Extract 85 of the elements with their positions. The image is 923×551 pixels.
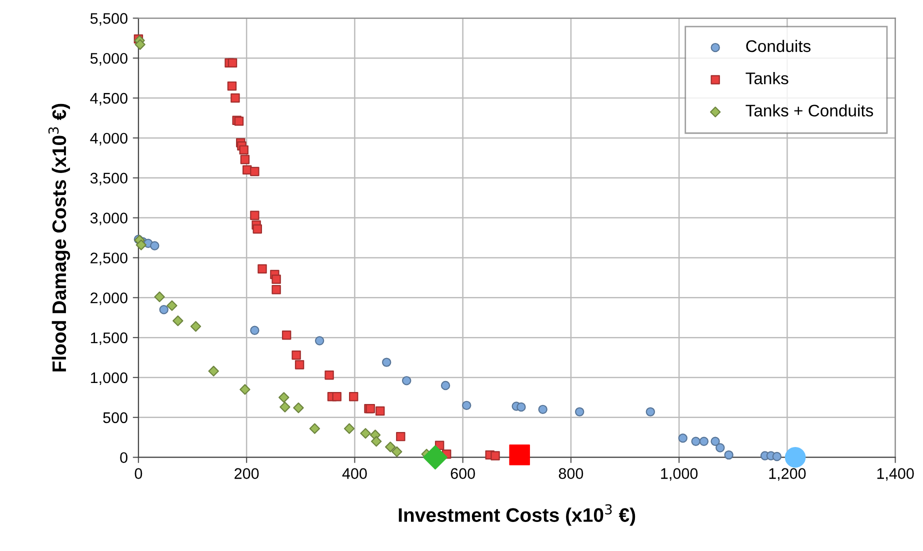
point [250, 326, 260, 335]
point [691, 436, 700, 446]
point [509, 444, 530, 466]
point [538, 404, 548, 414]
y-tick-label: 5,500 [90, 13, 128, 26]
y-tick-label: 1,500 [90, 332, 128, 346]
point [240, 384, 250, 395]
point [490, 451, 500, 460]
point [258, 264, 267, 274]
point [423, 445, 448, 470]
legend-label: Conduits [746, 40, 811, 52]
point [250, 210, 260, 220]
y-axis-title: Flood Damage Costs (x10$^{3}$ €) [48, 104, 70, 372]
point [154, 291, 165, 302]
x-tick-label: 600 [450, 468, 475, 479]
y-tick-label: 1,000 [90, 372, 128, 385]
x-axis-title: Investment Costs (x10$^{3}$ €) [398, 504, 636, 526]
point [166, 300, 178, 311]
point [208, 366, 219, 376]
point [710, 436, 720, 446]
point [278, 392, 290, 403]
point [136, 240, 146, 250]
x-tick-label: 1,000 [661, 468, 698, 481]
y-tick-label: 5,000 [90, 52, 128, 66]
point [250, 166, 260, 176]
y-tick-label: 4,500 [90, 92, 128, 106]
point [239, 145, 248, 155]
point [370, 436, 382, 447]
y-tick-label: 3,000 [90, 212, 128, 226]
point [252, 224, 262, 234]
point [230, 93, 240, 103]
point [440, 380, 450, 390]
point [272, 274, 281, 284]
point [646, 407, 656, 416]
point [134, 39, 146, 50]
point [402, 376, 412, 386]
point [716, 443, 725, 452]
point [228, 58, 238, 68]
point [385, 442, 396, 452]
y-tick-label: 4,000 [90, 132, 128, 146]
point [574, 407, 584, 416]
point [772, 452, 782, 462]
point [309, 423, 320, 434]
x-tick-label: 800 [558, 468, 584, 479]
point [314, 336, 324, 346]
point [282, 330, 292, 340]
legend-label: Tanks + Conduits [746, 104, 874, 116]
point [227, 81, 237, 91]
y-tick-label: 3,500 [90, 172, 128, 186]
point [172, 315, 184, 326]
point [678, 434, 688, 443]
point [392, 446, 402, 458]
point [382, 358, 392, 367]
point [280, 402, 290, 412]
point [293, 402, 304, 414]
point [234, 116, 244, 126]
point [360, 428, 371, 439]
y-tick-label: 2,000 [90, 292, 128, 306]
point [724, 450, 734, 460]
point [516, 402, 526, 412]
point [190, 321, 202, 332]
x-tick-label: 1,400 [877, 468, 914, 481]
x-tick-label: 0 [134, 468, 142, 479]
point [699, 436, 709, 446]
point [376, 406, 385, 416]
point [294, 360, 304, 370]
point [159, 305, 168, 314]
point [344, 423, 355, 434]
point [324, 370, 334, 380]
point [396, 432, 406, 442]
point [240, 154, 250, 164]
point [272, 285, 281, 294]
point [784, 446, 806, 468]
y-tick-label: 500 [103, 412, 128, 424]
x-tick-label: 200 [234, 468, 259, 479]
point [292, 350, 301, 360]
y-tick-label: 0 [120, 452, 128, 464]
legend-label: Tanks [746, 72, 788, 84]
point [150, 241, 160, 250]
point [462, 400, 472, 410]
y-tick-label: 2,500 [90, 252, 128, 266]
point [349, 392, 358, 402]
x-tick-label: 400 [342, 468, 367, 479]
x-tick-label: 1,200 [769, 468, 806, 481]
point [332, 392, 342, 402]
